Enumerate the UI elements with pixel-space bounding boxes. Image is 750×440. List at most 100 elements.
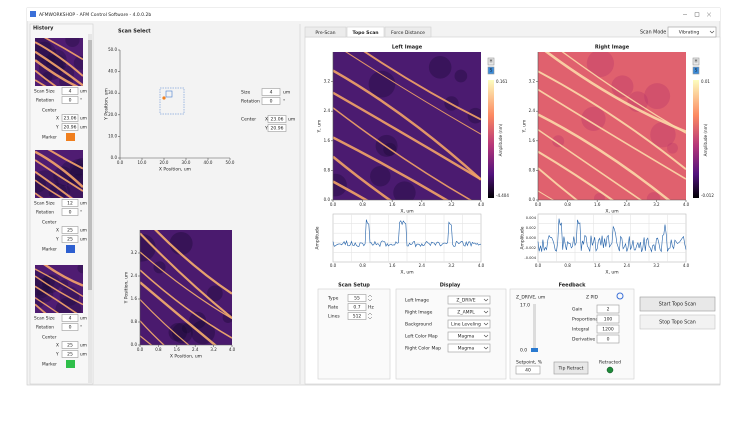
dropdown[interactable] — [447, 343, 491, 353]
tab-label[interactable]: Topo Scan — [352, 30, 378, 36]
field-value: 25 — [67, 237, 73, 243]
spin-arrow[interactable] — [367, 294, 373, 302]
input-field[interactable] — [61, 123, 79, 131]
dropdown[interactable] — [447, 295, 491, 305]
label: Derivative — [572, 337, 595, 343]
input-field[interactable] — [596, 314, 620, 324]
dropdown[interactable] — [667, 26, 717, 38]
label: Type — [327, 296, 339, 302]
tab-label[interactable]: Pre-Scan — [315, 30, 335, 36]
image-texture — [454, 69, 468, 83]
x-tick-label: 2.4 — [624, 263, 631, 268]
group-title: Feedback — [559, 283, 586, 289]
input-field[interactable] — [596, 334, 620, 344]
slider-thumb[interactable] — [531, 348, 538, 352]
input-field[interactable] — [61, 226, 79, 234]
image-button[interactable] — [487, 57, 495, 66]
input-field[interactable] — [61, 350, 79, 358]
y-tick-label: 0.000 — [526, 236, 537, 240]
button-label[interactable]: H — [694, 59, 697, 64]
button-label[interactable]: S — [490, 68, 493, 73]
x-tick-label: 0.0 — [535, 263, 542, 268]
x-tick-label: 4.0 — [478, 263, 485, 268]
label: Rotation — [36, 325, 54, 331]
image-texture — [73, 55, 83, 70]
input-field[interactable] — [515, 365, 541, 375]
input-field[interactable] — [267, 115, 287, 123]
x-tick-label: 0.0 — [117, 160, 124, 165]
panel-title: History — [33, 26, 54, 32]
input-field[interactable] — [61, 96, 79, 104]
label: ° — [80, 325, 82, 331]
image-texture — [77, 265, 83, 274]
input-field[interactable] — [61, 87, 79, 95]
tab[interactable] — [304, 26, 347, 38]
image-fiber — [333, 107, 472, 200]
x-tick-label: 2.4 — [419, 202, 426, 207]
button[interactable] — [639, 296, 716, 312]
marker-swatch[interactable] — [66, 133, 75, 141]
dropdown[interactable] — [447, 319, 491, 329]
input-field[interactable] — [261, 88, 281, 96]
x-tick-label: 0.8 — [359, 202, 366, 207]
image-texture — [38, 55, 64, 81]
button-label[interactable]: Tip Retract — [558, 366, 584, 372]
label: X — [56, 228, 59, 234]
image-fiber — [538, 70, 686, 170]
tab[interactable] — [346, 26, 385, 38]
tab-label[interactable]: Force Distance — [391, 30, 425, 36]
button-label[interactable]: S — [695, 68, 698, 73]
image-button[interactable] — [692, 57, 700, 66]
image-fiber — [35, 179, 64, 198]
scrollbar-thumb[interactable] — [88, 40, 92, 290]
y-axis-label: Amplitude — [315, 226, 321, 249]
image-button[interactable] — [692, 66, 700, 75]
window-control[interactable] — [706, 12, 712, 17]
button-label[interactable]: H — [489, 59, 492, 64]
x-tick-label: 3.2 — [448, 202, 455, 207]
dropdown-arrow — [483, 310, 489, 314]
button-label[interactable]: Start Topo Scan — [659, 302, 696, 308]
marker-swatch[interactable] — [66, 245, 75, 253]
image-button[interactable] — [487, 66, 495, 75]
input-field[interactable] — [596, 324, 620, 334]
input-field[interactable] — [61, 314, 79, 322]
dropdown[interactable] — [447, 307, 491, 317]
x-axis-label: X, um — [605, 270, 618, 276]
label: Center — [241, 117, 256, 123]
input-field[interactable] — [61, 114, 79, 122]
marker-swatch[interactable] — [66, 360, 75, 368]
input-field[interactable] — [596, 304, 620, 314]
profile-line — [332, 219, 482, 248]
input-field[interactable] — [267, 124, 287, 132]
y-axis-label: Y, um — [317, 120, 323, 134]
input-field[interactable] — [61, 199, 79, 207]
input-field[interactable] — [347, 294, 367, 302]
dropdown[interactable] — [447, 331, 491, 341]
input-field[interactable] — [347, 312, 367, 320]
image-texture — [646, 192, 661, 200]
button[interactable] — [553, 361, 589, 375]
label: Scan Size — [34, 89, 55, 95]
label: Marker — [42, 135, 57, 141]
input-field[interactable] — [61, 208, 79, 216]
field-value: 1200 — [602, 327, 614, 333]
window-control[interactable] — [694, 12, 700, 17]
input-field[interactable] — [61, 235, 79, 243]
label: um — [80, 126, 87, 131]
settings-icon[interactable] — [616, 292, 624, 300]
spin-arrow[interactable] — [367, 312, 373, 320]
x-tick-label: 30.0 — [182, 160, 191, 165]
tab[interactable] — [384, 26, 432, 38]
input-field[interactable] — [61, 341, 79, 349]
y-tick-label: 0.8 — [529, 167, 536, 172]
image-texture — [168, 322, 188, 342]
y-tick-label: 0.0 — [529, 197, 536, 202]
input-field[interactable] — [61, 323, 79, 331]
field-value: 12 — [67, 201, 73, 207]
input-field[interactable] — [261, 97, 281, 105]
y-tick-label: 2.4 — [131, 273, 138, 278]
dropdown-arrow — [483, 298, 489, 302]
input-field[interactable] — [347, 303, 367, 311]
